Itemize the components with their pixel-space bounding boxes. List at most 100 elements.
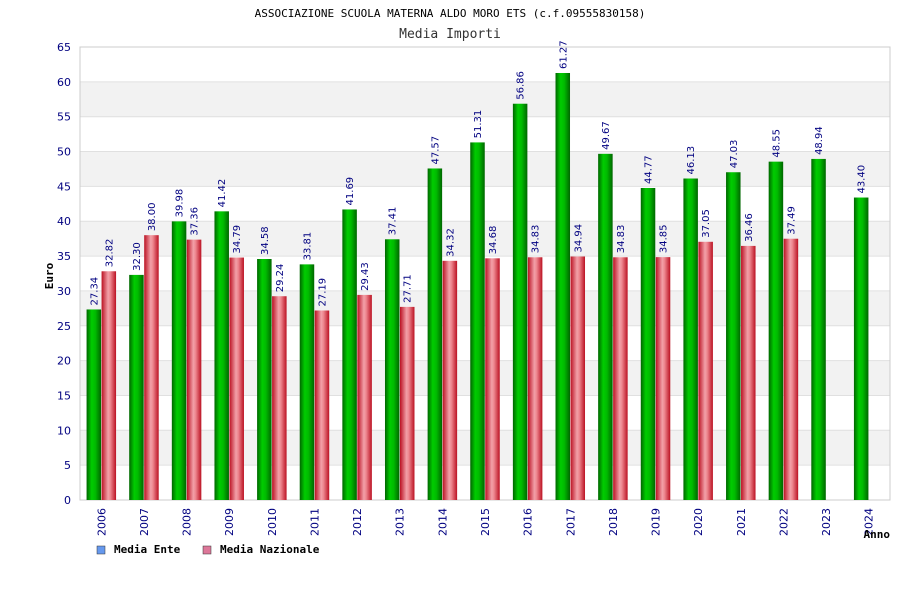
legend-swatch-media-ente: [96, 545, 106, 555]
legend: Media Ente Media Nazionale: [96, 543, 320, 556]
x-axis: 2006 2007 2008 2009 2010 2011 2012 2013 2014 2015…: [95, 508, 875, 536]
legend-swatch-media-nazionale: [202, 545, 212, 555]
plot-frame: [79, 46, 891, 501]
bar-media-nazionale-2006: [101, 271, 117, 500]
x-tick-label: 2014: [436, 508, 449, 536]
x-tick-label: 2018: [607, 508, 620, 536]
y-tick-label: 45: [57, 180, 71, 193]
y-tick-label: 10: [57, 424, 71, 437]
bar-media-nazionale-2008: [186, 239, 202, 501]
data-label: 32.82: [104, 239, 115, 268]
data-label: 47.57: [430, 136, 441, 165]
data-label: 56.86: [516, 71, 527, 100]
bar-media-ente-2018: [598, 153, 613, 500]
data-label: 37.36: [190, 207, 201, 236]
data-label: 34.83: [531, 225, 542, 254]
data-label: 34.85: [659, 224, 670, 253]
bar-media-nazionale-2020: [698, 241, 713, 501]
bar-media-nazionale-2018: [613, 257, 628, 500]
bar-media-nazionale-2013: [399, 306, 415, 500]
bar-media-nazionale-2007: [144, 235, 159, 500]
data-label: 41.69: [345, 177, 356, 206]
data-label: 49.67: [601, 121, 612, 150]
data-label: 34.32: [445, 228, 456, 257]
grid-band: [80, 430, 890, 466]
y-tick-label: 50: [57, 146, 71, 159]
x-tick-label: 2010: [266, 508, 279, 536]
data-label: 38.00: [147, 203, 158, 232]
bar-media-nazionale-2011: [314, 310, 330, 500]
data-label: 33.81: [302, 232, 313, 261]
data-label: 34.83: [616, 225, 627, 254]
bar-media-nazionale-2016: [527, 257, 543, 500]
bar-media-ente-2021: [726, 172, 741, 501]
y-tick-label: 20: [57, 355, 71, 368]
x-tick-label: 2016: [522, 508, 535, 536]
data-label: 44.77: [644, 155, 655, 184]
bar-media-ente-2019: [640, 187, 656, 500]
grid-band: [80, 81, 890, 117]
data-label: 39.98: [175, 189, 186, 218]
data-label: 27.34: [89, 277, 100, 306]
x-tick-label: 2023: [820, 508, 833, 536]
data-label: 29.43: [360, 262, 371, 291]
grid-band: [80, 221, 890, 257]
bar-media-ente-2016: [512, 103, 528, 500]
bar-media-ente-2022: [768, 161, 784, 500]
bar-media-ente-2012: [342, 209, 357, 501]
bar-media-nazionale-2010: [272, 296, 287, 500]
x-tick-label: 2011: [308, 508, 321, 536]
x-tick-label: 2006: [95, 508, 108, 536]
y-tick-label: 0: [64, 494, 71, 507]
legend-label-media-ente: Media Ente: [114, 543, 181, 556]
y-tick-label: 25: [57, 320, 71, 333]
y-tick-label: 65: [57, 41, 71, 54]
y-tick-label: 55: [57, 111, 71, 124]
x-tick-label: 2007: [138, 508, 151, 536]
grid-band: [80, 151, 890, 187]
grid-band: [80, 360, 890, 396]
data-label: 46.13: [686, 146, 697, 175]
data-label: 37.49: [786, 206, 797, 235]
data-labels: 27.34 32.82 32.30 38.00 39.98 37.36 41.42 34.79…: [89, 40, 867, 306]
x-tick-label: 2019: [650, 508, 663, 536]
y-tick-label: 35: [57, 250, 71, 263]
x-tick-label: 2024: [863, 508, 876, 536]
bars: [86, 72, 869, 501]
x-tick-label: 2008: [181, 508, 194, 536]
data-label: 34.68: [488, 226, 499, 255]
bar-media-nazionale-2014: [442, 260, 458, 500]
data-label: 43.40: [857, 165, 868, 194]
chart-subtitle: Media Importi: [399, 27, 501, 42]
bar-media-nazionale-2021: [741, 245, 756, 500]
y-axis: 0 5 10 15 20 25 30 35 40 45 50 55 60 65: [57, 41, 71, 507]
bar-media-ente-2015: [470, 142, 485, 501]
data-label: 47.03: [729, 140, 740, 169]
bar-media-ente-2017: [555, 72, 571, 500]
y-tick-label: 15: [57, 389, 71, 402]
data-label: 27.19: [317, 278, 328, 307]
bar-media-nazionale-2022: [783, 238, 799, 500]
bar-media-ente-2010: [257, 259, 272, 500]
bar-media-ente-2011: [299, 264, 315, 500]
data-label: 48.55: [771, 129, 782, 158]
data-label: 34.79: [232, 225, 243, 254]
bar-media-ente-2014: [427, 168, 443, 500]
data-label: 41.42: [217, 179, 228, 208]
data-label: 61.27: [558, 40, 569, 69]
bar-media-nazionale-2019: [655, 257, 671, 500]
x-tick-label: 2022: [777, 508, 790, 536]
bar-media-nazionale-2017: [570, 256, 586, 500]
y-tick-label: 5: [64, 459, 71, 472]
data-label: 29.24: [275, 264, 286, 293]
data-label: 34.94: [573, 224, 584, 253]
data-label: 27.71: [403, 274, 414, 303]
bar-media-ente-2008: [171, 221, 187, 500]
data-label: 51.31: [473, 110, 484, 139]
bar-media-ente-2023: [811, 158, 826, 500]
bar-media-ente-2024: [853, 197, 869, 500]
x-tick-label: 2015: [479, 508, 492, 536]
x-tick-label: 2009: [223, 508, 236, 536]
data-label: 37.41: [388, 207, 399, 236]
data-label: 36.46: [744, 213, 755, 242]
